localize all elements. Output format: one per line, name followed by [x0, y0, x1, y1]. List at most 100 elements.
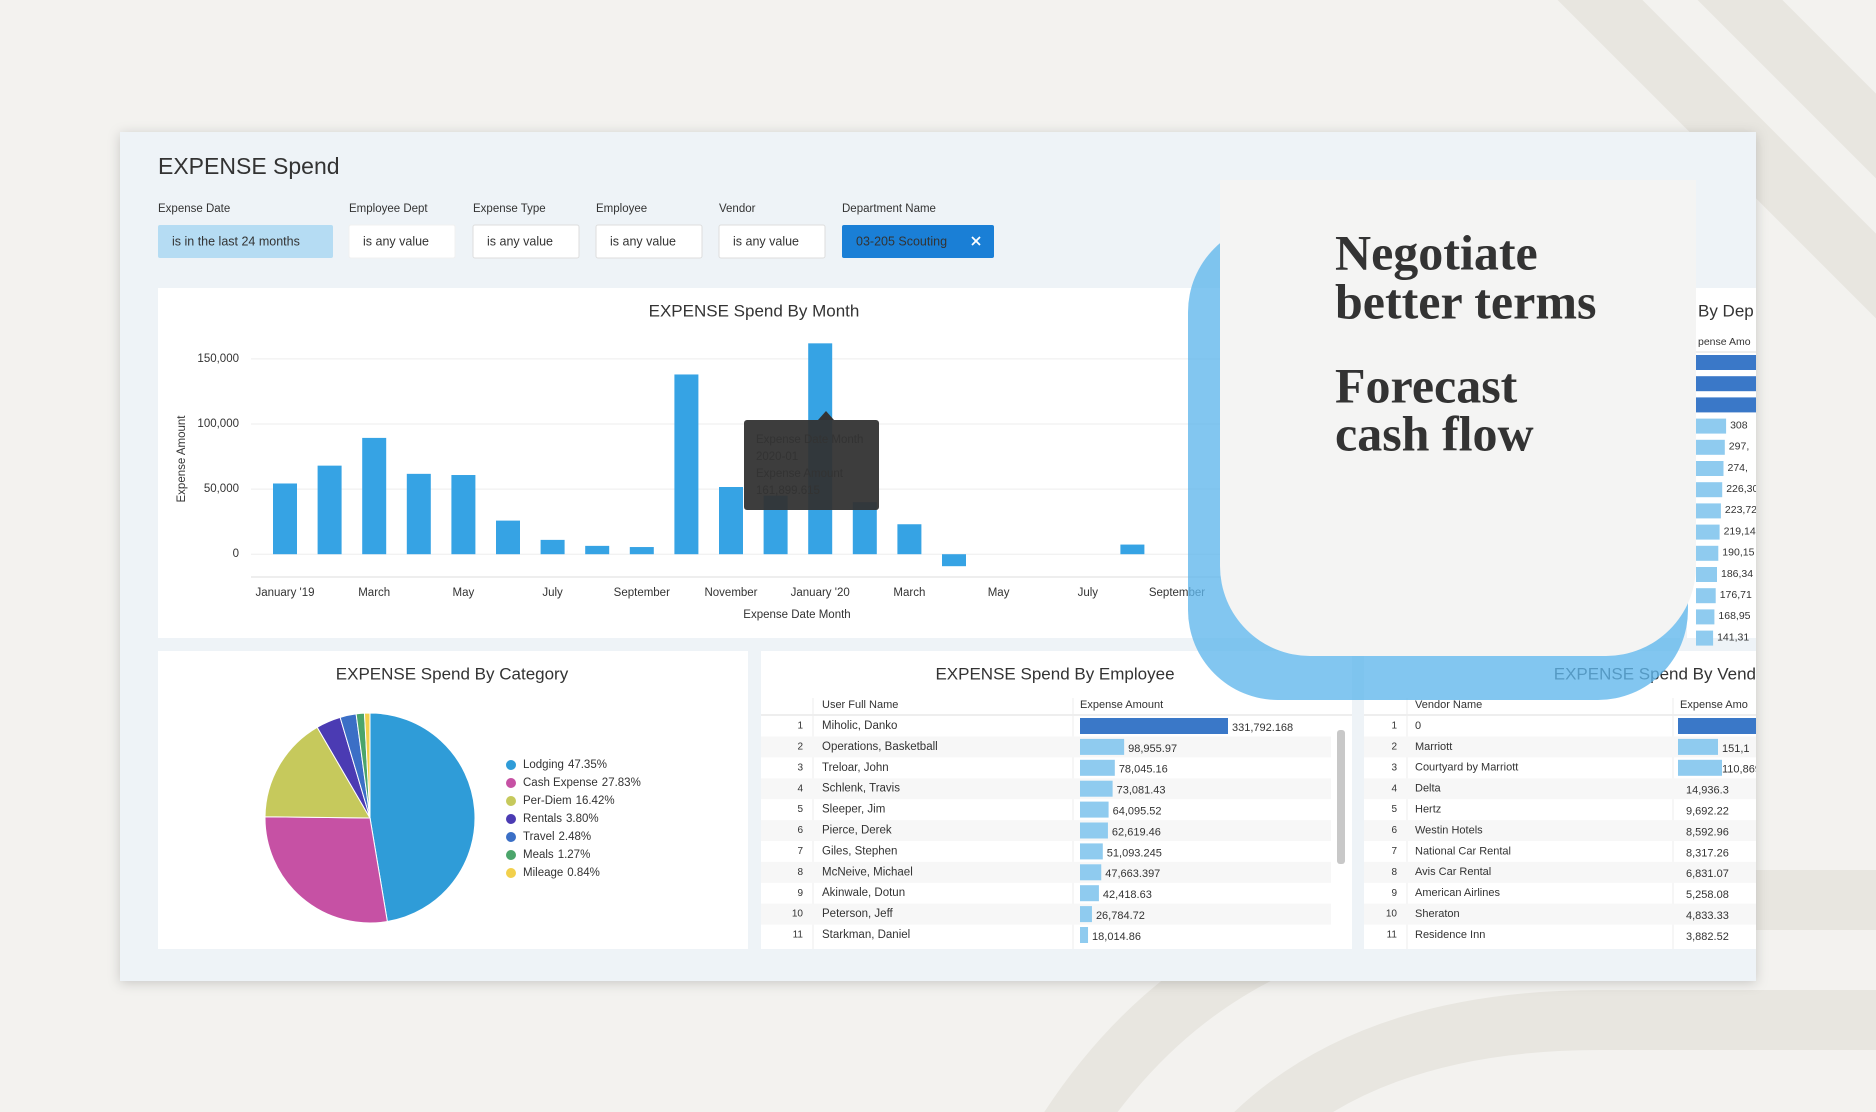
x-tick-label: March [893, 587, 925, 599]
row-bar [1696, 503, 1721, 519]
bar [540, 539, 565, 555]
filter-label: Department Name [842, 203, 936, 215]
filter-box [595, 224, 703, 259]
row-number: 8 [1391, 867, 1397, 878]
tooltip-text: Expense Amount [756, 468, 844, 480]
row-value: 226,30 [1726, 483, 1758, 495]
row-bar [1696, 588, 1716, 604]
row-bar [1696, 418, 1727, 434]
row-bar [1696, 609, 1715, 625]
legend-value: 16.42% [576, 795, 615, 807]
column-header: User Full Name [822, 699, 898, 711]
row-bar [1696, 482, 1723, 498]
row-number: 4 [797, 783, 803, 794]
tooltip [744, 420, 879, 510]
row-number: 3 [797, 762, 803, 773]
bar [273, 483, 297, 555]
row-name: National Car Rental [1415, 845, 1511, 857]
legend-name: Lodging [523, 759, 564, 771]
row-bar [1696, 355, 1756, 370]
row-bar [1080, 906, 1092, 923]
legend-name: Travel [523, 831, 555, 843]
x-tick-label: July [542, 587, 563, 599]
filter-box [158, 225, 333, 258]
x-tick-label: January '19 [255, 587, 314, 599]
row-bar [1080, 843, 1103, 860]
row-bar [1696, 630, 1714, 646]
scrollbar[interactable] [1337, 730, 1345, 864]
bar [496, 520, 520, 555]
legend-label: Mileage 0.84% [523, 867, 600, 879]
column-header: Vendor Name [1415, 699, 1482, 711]
row-value: 331,792.168 [1232, 722, 1293, 734]
bar [406, 473, 431, 555]
row-bar [1080, 885, 1099, 902]
filter-label: Employee [596, 203, 647, 215]
column-header: pense Amo [1698, 336, 1751, 348]
legend-swatch [506, 868, 516, 878]
row-name: McNeive, Michael [822, 866, 913, 878]
legend-value: 47.35% [568, 759, 607, 771]
x-tick-label: May [988, 587, 1010, 599]
filter-value: is any value [733, 234, 799, 248]
row-bar [1696, 524, 1720, 540]
dashboard-title: EXPENSE Spend [158, 153, 340, 179]
row-number: 11 [1387, 930, 1398, 941]
column-header: Expense Amount [1080, 699, 1163, 711]
pie-slice [264, 726, 371, 819]
row-stripe [761, 778, 1331, 800]
row-bar [1696, 439, 1725, 455]
row-value: 9,692.22 [1686, 806, 1729, 818]
row-value: 62,619.46 [1112, 826, 1161, 838]
row-value: 26,784.72 [1096, 910, 1145, 922]
row-stripe [1364, 778, 1756, 800]
row-bar [1080, 822, 1108, 839]
row-name: Schlenk, Travis [822, 783, 900, 795]
employee-panel [761, 651, 1352, 949]
row-value: 274, [1728, 462, 1748, 474]
tooltip-pointer [818, 411, 834, 420]
overlay-line: cash flow [1335, 405, 1534, 461]
tooltip-text: 161,899.615 [756, 485, 820, 497]
y-tick-label: 100,000 [197, 418, 239, 430]
row-name: Peterson, Jeff [822, 908, 894, 920]
legend-label: Cash Expense 27.83% [523, 777, 641, 789]
bar [362, 437, 387, 555]
row-value: 98,955.97 [1128, 743, 1177, 755]
bar [897, 524, 922, 555]
row-number: 8 [797, 867, 803, 878]
legend-name: Mileage [523, 867, 563, 879]
row-bar [1678, 738, 1718, 755]
row-number: 5 [1391, 804, 1397, 815]
x-tick-label: May [453, 587, 475, 599]
legend-swatch [506, 778, 516, 788]
pie-slice [369, 712, 476, 923]
row-name: Marriott [1415, 741, 1452, 753]
pie-slice [264, 816, 388, 924]
filter-label: Employee Dept [349, 203, 428, 215]
bar [585, 545, 610, 555]
legend-label: Rentals 3.80% [523, 813, 599, 825]
row-number: 2 [797, 742, 803, 753]
row-stripe [1364, 903, 1756, 925]
bar [1120, 544, 1145, 555]
row-value: 190,15 [1722, 547, 1754, 559]
remove-icon [971, 236, 981, 246]
row-value: 78,045.16 [1119, 764, 1168, 776]
bar [852, 502, 877, 555]
x-axis-label: Expense Date Month [743, 609, 850, 621]
row-value: 8,592.96 [1686, 826, 1729, 838]
row-number: 3 [1391, 762, 1397, 773]
row-number: 5 [797, 804, 803, 815]
row-bar [1080, 780, 1113, 797]
row-number: 6 [1391, 825, 1397, 836]
row-value: 110,869 [1722, 764, 1761, 776]
row-number: 10 [1386, 909, 1398, 920]
row-name: Treloar, John [822, 762, 889, 774]
row-bar [1696, 376, 1756, 392]
bar [942, 554, 966, 567]
row-name: Sleeper, Jim [822, 804, 885, 816]
vendor-panel [1364, 651, 1756, 949]
overlay-line: better terms [1335, 273, 1596, 329]
